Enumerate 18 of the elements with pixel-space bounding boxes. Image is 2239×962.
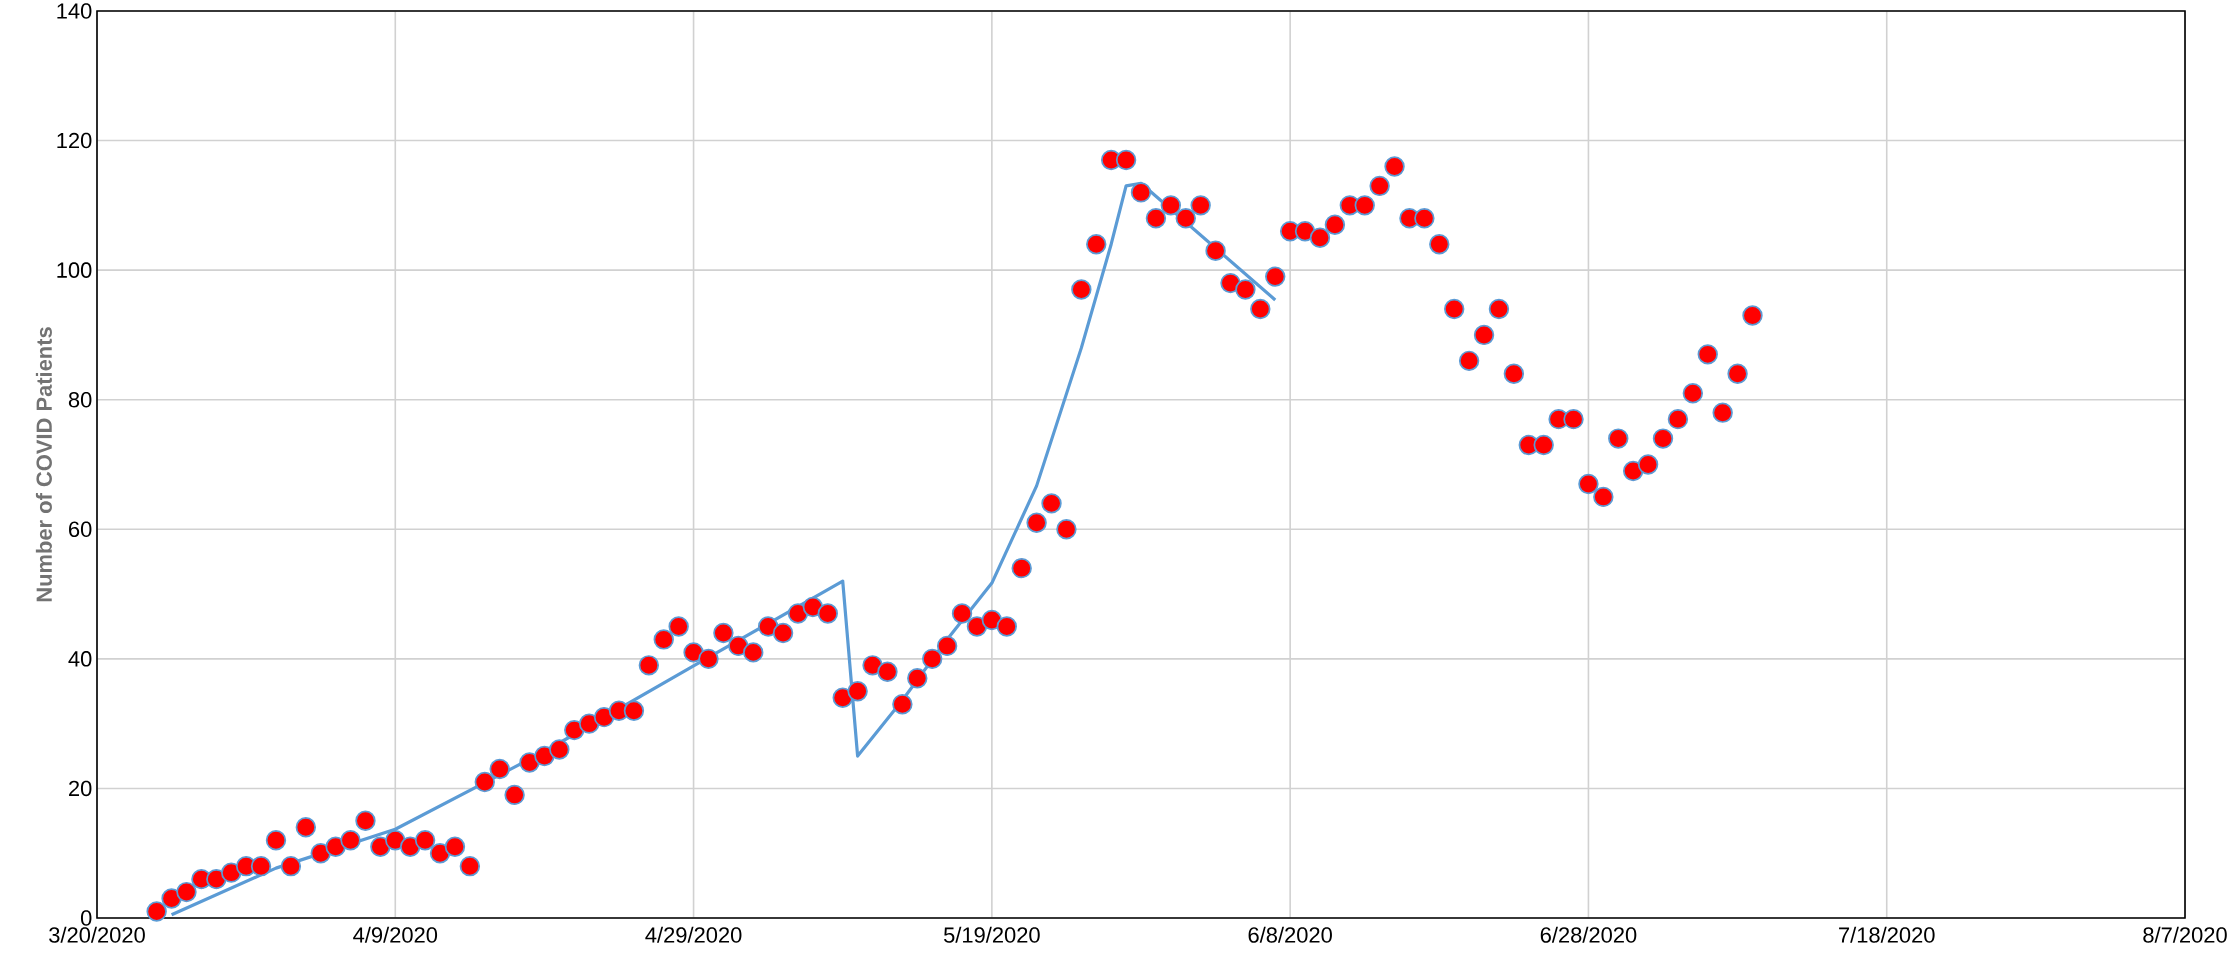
x-tick-label: 4/9/2020	[353, 926, 438, 943]
y-tick-label: 140	[57, 3, 92, 19]
line-series	[169, 181, 1277, 917]
x-tick-label: 5/19/2020	[943, 926, 1040, 943]
x-tick-label: 4/29/2020	[645, 926, 742, 943]
y-tick-label: 80	[68, 391, 92, 408]
y-tick-label: 60	[69, 521, 92, 538]
y-axis-title: Number of COVID Patients	[35, 327, 52, 602]
y-tick-label: 0	[80, 910, 92, 926]
y-tick-label: 120	[57, 132, 92, 149]
y-tick-label: 20	[69, 780, 92, 797]
x-tick-label: 6/8/2020	[1248, 926, 1332, 943]
x-tick-label: 8/7/2020	[2143, 926, 2227, 943]
x-tick-label: 6/28/2020	[1540, 926, 1637, 943]
x-tick-label: 7/18/2020	[1839, 926, 1935, 943]
y-tick-label: 40	[68, 651, 92, 667]
x-tick-label: 3/20/2020	[49, 926, 145, 943]
y-tick-label: 100	[57, 262, 92, 278]
